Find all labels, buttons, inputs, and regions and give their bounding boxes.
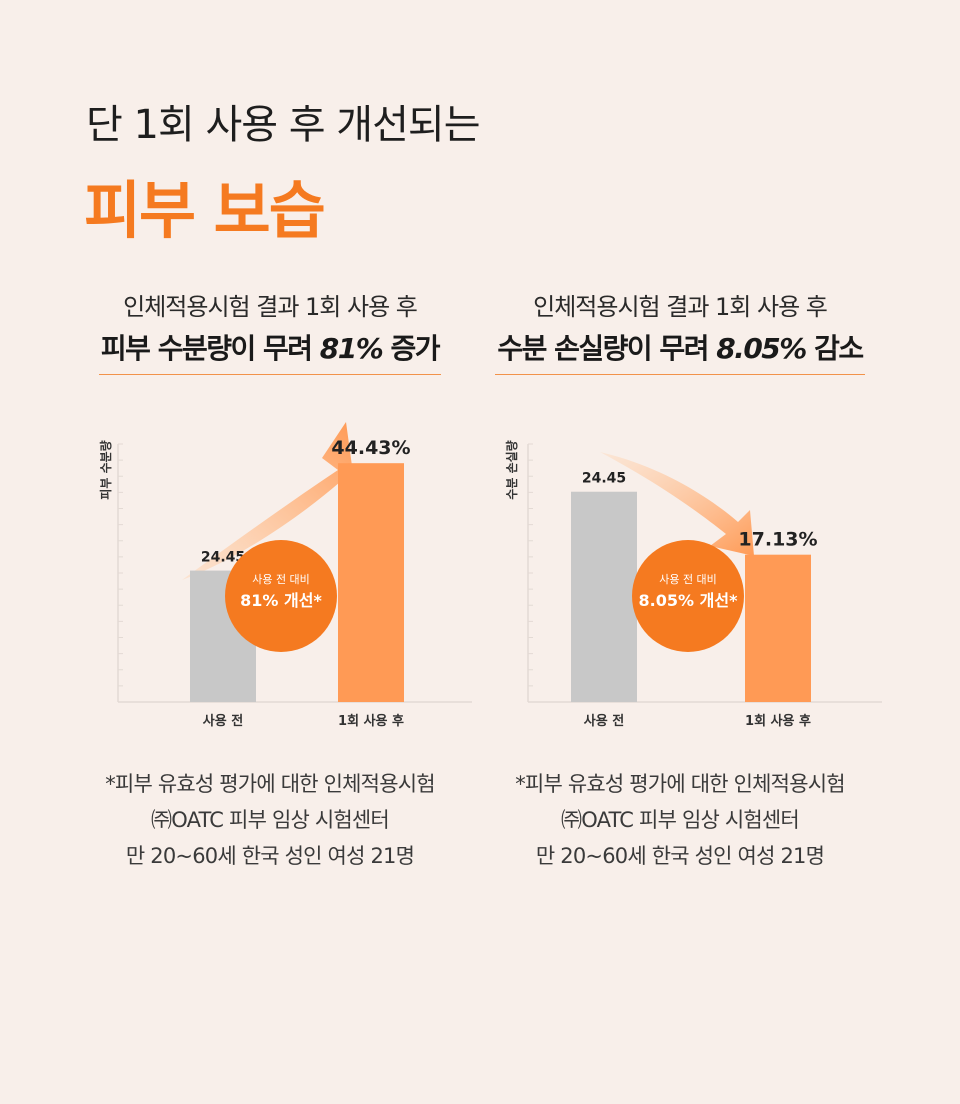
improvement-badge bbox=[225, 540, 337, 652]
badge-caption: 사용 전 대비 bbox=[252, 573, 310, 586]
badge-value: 8.05% 개선* bbox=[639, 591, 739, 610]
bar-after-value-label: 17.13% bbox=[738, 529, 817, 551]
x-tick-label-before: 사용 전 bbox=[203, 713, 243, 729]
headline-underline: 수분 손실량이 무려 8.05% 감소 bbox=[495, 330, 865, 375]
x-tick-label-after: 1회 사용 후 bbox=[745, 713, 811, 729]
footnote-line: ㈜OATC 피부 임상 시험센터 bbox=[561, 808, 800, 832]
headline-main: 수분 손실량이 무려 8.05% 감소 bbox=[497, 332, 864, 365]
bar-after bbox=[745, 554, 811, 702]
headline-main-number: 8.05% bbox=[716, 332, 807, 365]
panel-headline: 인체적용시험 결과 1회 사용 후 피부 수분량이 무려 81% 증가 bbox=[60, 290, 480, 375]
footnote-line: 만 20~60세 한국 성인 여성 21명 bbox=[535, 844, 825, 868]
headline-underline: 피부 수분량이 무려 81% 증가 bbox=[98, 330, 442, 375]
footnote-line: 만 20~60세 한국 성인 여성 21명 bbox=[125, 844, 415, 868]
improvement-badge bbox=[632, 540, 744, 652]
footnote: *피부 유효성 평가에 대한 인체적용시험 ㈜OATC 피부 임상 시험센터 만… bbox=[60, 766, 480, 874]
y-axis-ticks bbox=[528, 443, 533, 703]
page-title-line1: 단 1회 사용 후 개선되는 bbox=[86, 102, 481, 148]
headline-main-number: 81% bbox=[319, 332, 384, 365]
headline-main-prefix: 수분 손실량이 무려 bbox=[497, 332, 717, 365]
footnote-line: ㈜OATC 피부 임상 시험센터 bbox=[151, 808, 390, 832]
headline-main-prefix: 피부 수분량이 무려 bbox=[100, 332, 320, 365]
badge-caption: 사용 전 대비 bbox=[659, 573, 717, 586]
bar-before-value-label: 24.45 bbox=[582, 471, 626, 487]
trend-down-arrow-icon bbox=[600, 452, 754, 556]
y-axis-ticks bbox=[118, 443, 123, 703]
y-axis-label: 피부 수분량 bbox=[98, 440, 113, 499]
x-tick-label-before: 사용 전 bbox=[584, 713, 624, 729]
page-title-highlight: 피부 보습 bbox=[84, 174, 326, 247]
headline-main-suffix: 증가 bbox=[382, 332, 441, 365]
x-tick-label-after: 1회 사용 후 bbox=[338, 713, 404, 729]
footnote: *피부 유효성 평가에 대한 인체적용시험 ㈜OATC 피부 임상 시험센터 만… bbox=[470, 766, 890, 874]
bar-before-value-label: 24.45 bbox=[201, 550, 245, 566]
headline-subtitle: 인체적용시험 결과 1회 사용 후 bbox=[533, 293, 828, 321]
panel-headline: 인체적용시험 결과 1회 사용 후 수분 손실량이 무려 8.05% 감소 bbox=[470, 290, 890, 375]
badge-value: 81% 개선* bbox=[240, 591, 322, 610]
bar-after bbox=[338, 463, 404, 702]
bar-before bbox=[571, 491, 637, 702]
footnote-line: *피부 유효성 평가에 대한 인체적용시험 bbox=[515, 772, 845, 796]
footnote-line: *피부 유효성 평가에 대한 인체적용시험 bbox=[105, 772, 435, 796]
bar-after-value-label: 44.43% bbox=[331, 437, 410, 459]
chart-water-loss: 수분 손실량 24.45 17.13% 사용 전 대비 8.05% 개선* 사용… bbox=[504, 440, 882, 729]
headline-main: 피부 수분량이 무려 81% 증가 bbox=[100, 332, 441, 365]
y-axis-label: 수분 손실량 bbox=[504, 440, 519, 499]
panel-skin-moisture: 인체적용시험 결과 1회 사용 후 피부 수분량이 무려 81% 증가 피부 수… bbox=[60, 290, 480, 890]
headline-subtitle: 인체적용시험 결과 1회 사용 후 bbox=[123, 293, 418, 321]
chart-skin-moisture: 피부 수분량 24.45 44.43% 사용 전 대비 81% 개선* 사용 전… bbox=[98, 422, 472, 729]
headline-main-suffix: 감소 bbox=[805, 332, 864, 365]
panel-water-loss: 인체적용시험 결과 1회 사용 후 수분 손실량이 무려 8.05% 감소 수분… bbox=[470, 290, 890, 890]
